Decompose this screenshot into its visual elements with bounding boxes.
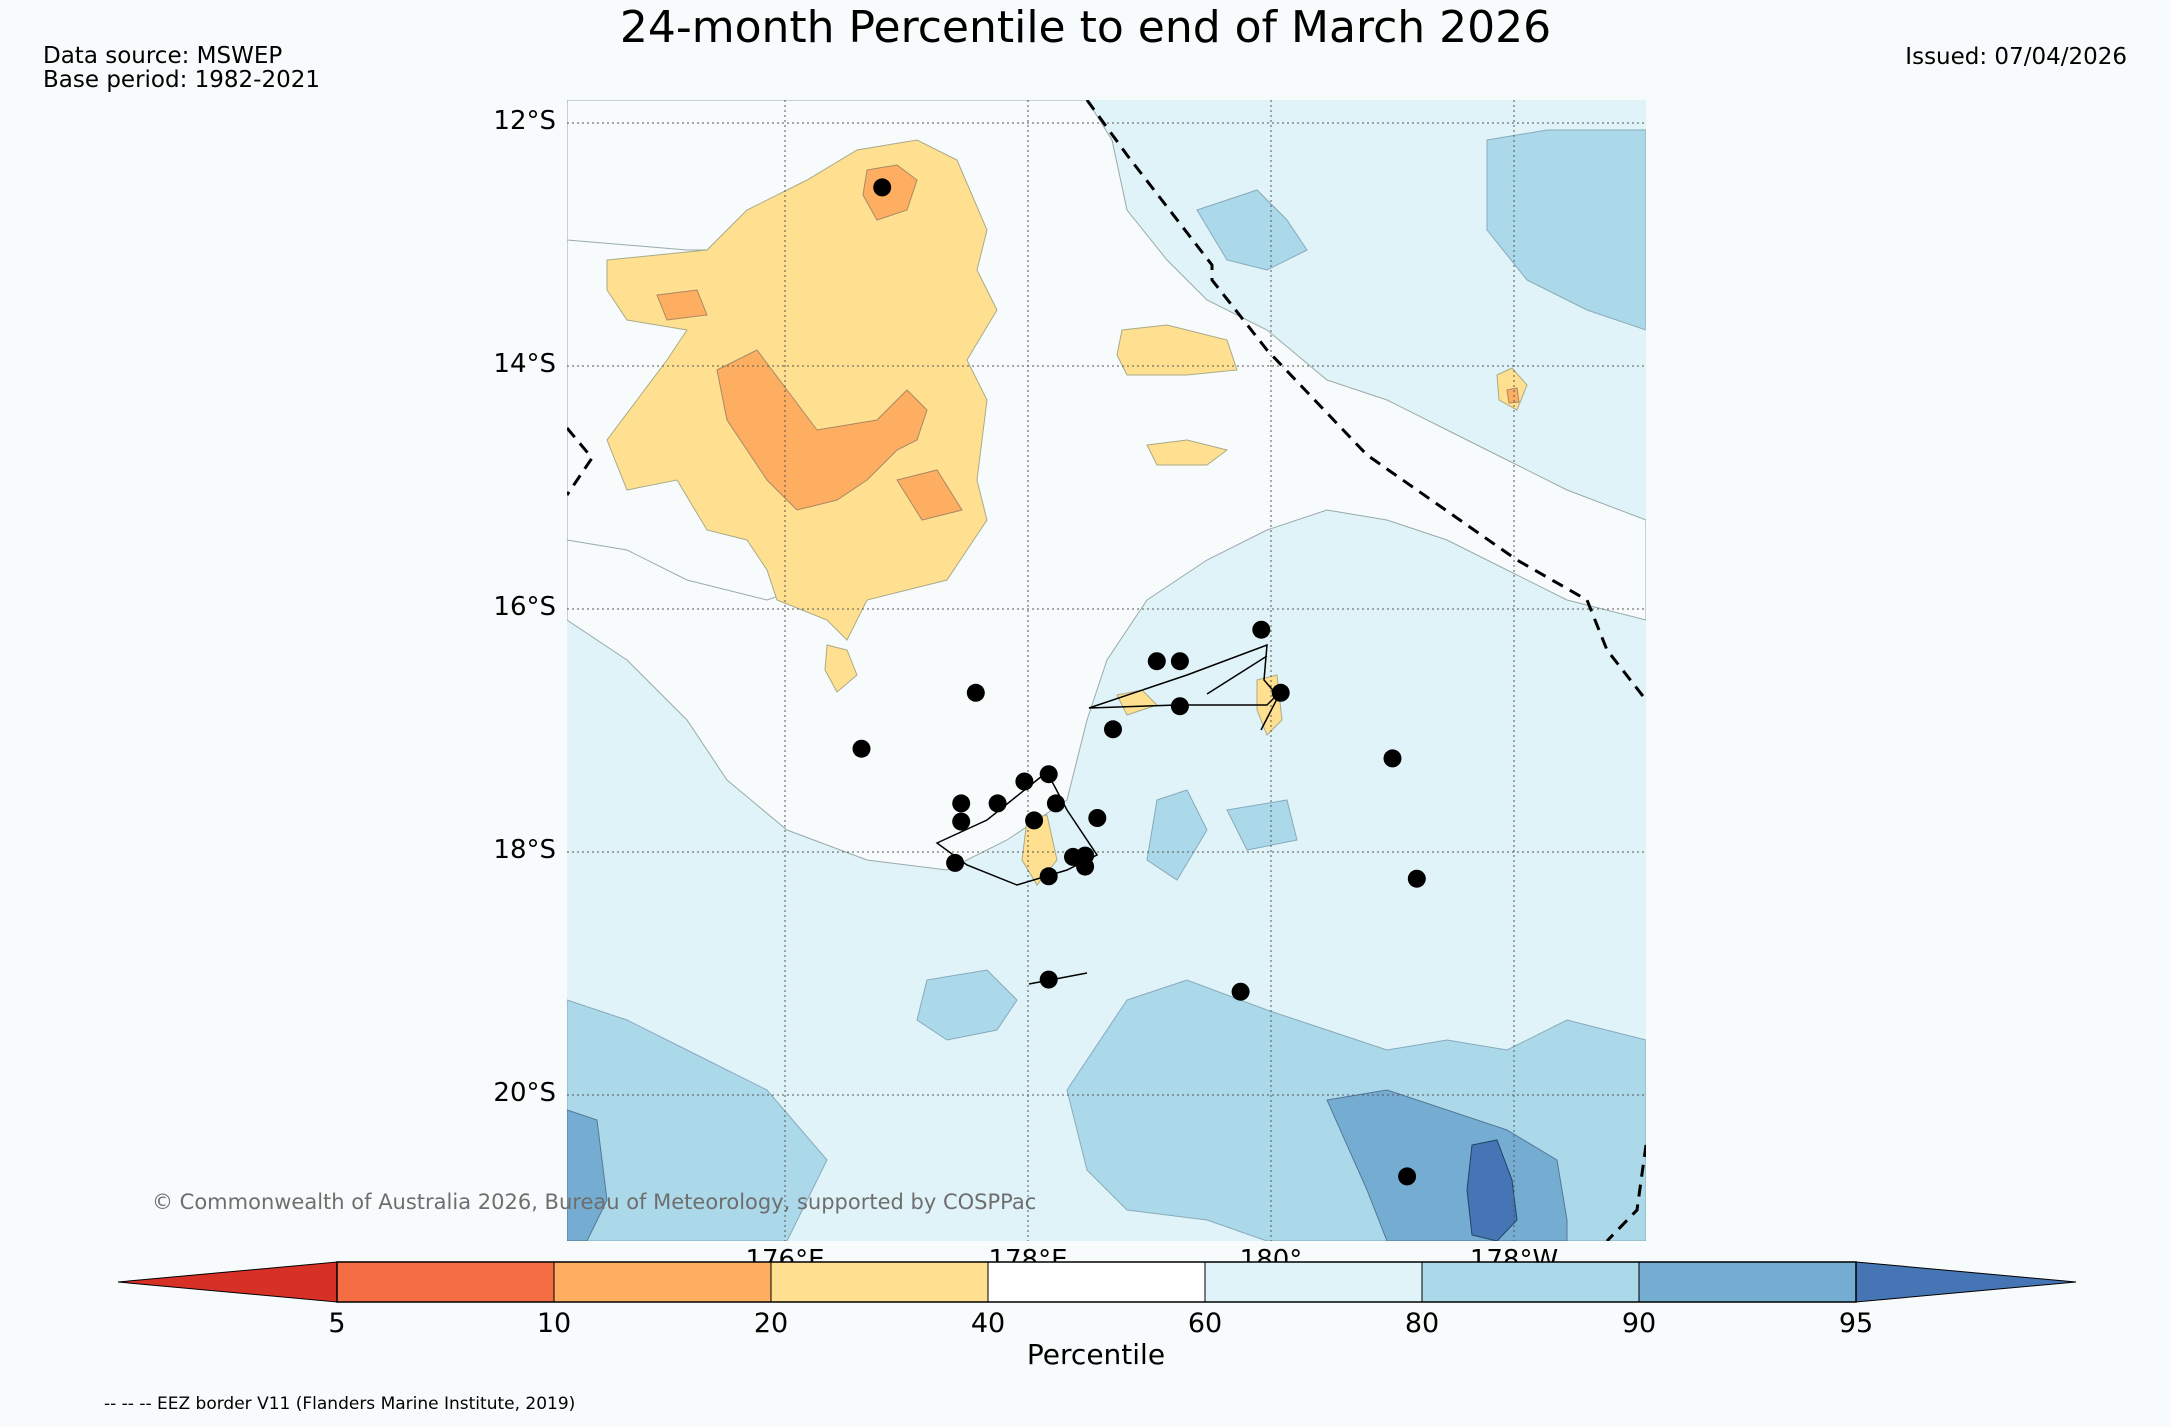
station-marker [1025,811,1044,830]
station-marker [1147,652,1166,671]
station-markers [852,178,1426,1186]
station-marker [873,178,892,197]
lat-label-14s: 14°S [493,349,556,379]
region-20-40-center-a [1116,324,1238,376]
region-10-20-c [862,164,918,221]
region-80-90-south [567,999,828,1241]
issued-date: Issued: 07/04/2026 [1905,44,2127,70]
colorbar-tick-10: 10 [536,1308,572,1339]
colorbar-90-95 [1639,1262,1856,1302]
colorbar-tick-20: 20 [753,1308,789,1339]
station-marker [952,812,971,831]
coast-viti-levu [935,770,1099,886]
percentile-map [567,100,1646,1241]
base-period: Base period: 1982-2021 [43,67,321,93]
region-10-20-d [896,469,963,521]
station-marker [1170,697,1189,716]
region-90-95-southwest [567,1109,608,1241]
map-title: 24-month Percentile to end of March 2026 [619,2,1552,53]
region-10-20-e [1506,387,1520,404]
region-10-20-b [656,289,708,321]
station-marker [1039,867,1058,886]
colorbar-tick-90: 90 [1621,1308,1657,1339]
station-marker [1231,982,1250,1001]
region-above-95 [1466,1139,1518,1241]
colorbar-60-80 [1205,1262,1422,1302]
station-marker [1015,772,1034,791]
colorbar-tick-40: 40 [970,1308,1006,1339]
coast-kadavu [1028,972,1088,985]
colorbar-below-5 [118,1261,338,1303]
region-80-90-north-mid [1196,189,1308,271]
colorbar-10-20 [554,1262,771,1302]
colorbar-5-10 [337,1262,554,1302]
station-marker [1046,794,1065,813]
colorbar-label: Percentile [1026,1338,1166,1371]
copyright-notice: © Commonwealth of Australia 2026, Bureau… [152,1190,1037,1214]
eez-border-southeast [1605,1144,1646,1241]
region-80-90-sw-patch [916,969,1018,1041]
station-marker [1039,765,1058,784]
colorbar-40-60 [988,1262,1205,1302]
station-marker [1383,749,1402,768]
station-marker [852,739,871,758]
station-marker [946,853,965,872]
region-10-20-a [716,349,928,511]
station-marker [1039,970,1058,989]
station-marker [1088,809,1107,827]
source-info: Data source: MSWEP Base period: 1982-202… [43,44,320,92]
station-marker [1170,652,1189,671]
coast-vanua-levu [1088,643,1279,709]
station-marker [1271,683,1290,702]
data-source: Data source: MSWEP [43,43,283,69]
region-20-40-west-dot [824,644,858,693]
colorbar-tick-5: 5 [328,1308,346,1339]
eez-border-east [1085,100,1646,701]
percentile-colorbar [118,1261,2076,1303]
region-20-40-center-b [1146,439,1229,466]
station-marker [1252,620,1271,639]
region-20-40-northwest [606,139,998,641]
eez-border-west [567,427,594,496]
station-marker [1398,1167,1417,1186]
lat-label-12s: 12°S [493,106,556,136]
region-80-90-center-patch [1146,789,1208,881]
station-marker [1076,857,1095,876]
lat-label-16s: 16°S [493,592,556,622]
eez-legend-note: -- -- -- EEZ border V11 (Flanders Marine… [104,1394,576,1414]
colorbar-20-40 [771,1262,988,1302]
region-80-90-ne-patch [1226,799,1298,851]
colorbar-tick-60: 60 [1187,1308,1223,1339]
lat-label-20s: 20°S [493,1078,556,1108]
colorbar-tick-95: 95 [1838,1308,1874,1339]
colorbar-tick-80: 80 [1404,1308,1440,1339]
lat-label-18s: 18°S [493,835,556,865]
coast-taveuni [1260,694,1280,731]
graticule [567,100,1646,1241]
station-marker [966,683,985,702]
colorbar-above-95 [1855,1261,2076,1303]
colorbar-80-90 [1422,1262,1639,1302]
region-80-90-northeast [1486,129,1646,331]
station-marker [1407,869,1426,888]
station-marker [988,794,1007,813]
station-marker [1104,720,1122,739]
station-marker [952,794,971,813]
